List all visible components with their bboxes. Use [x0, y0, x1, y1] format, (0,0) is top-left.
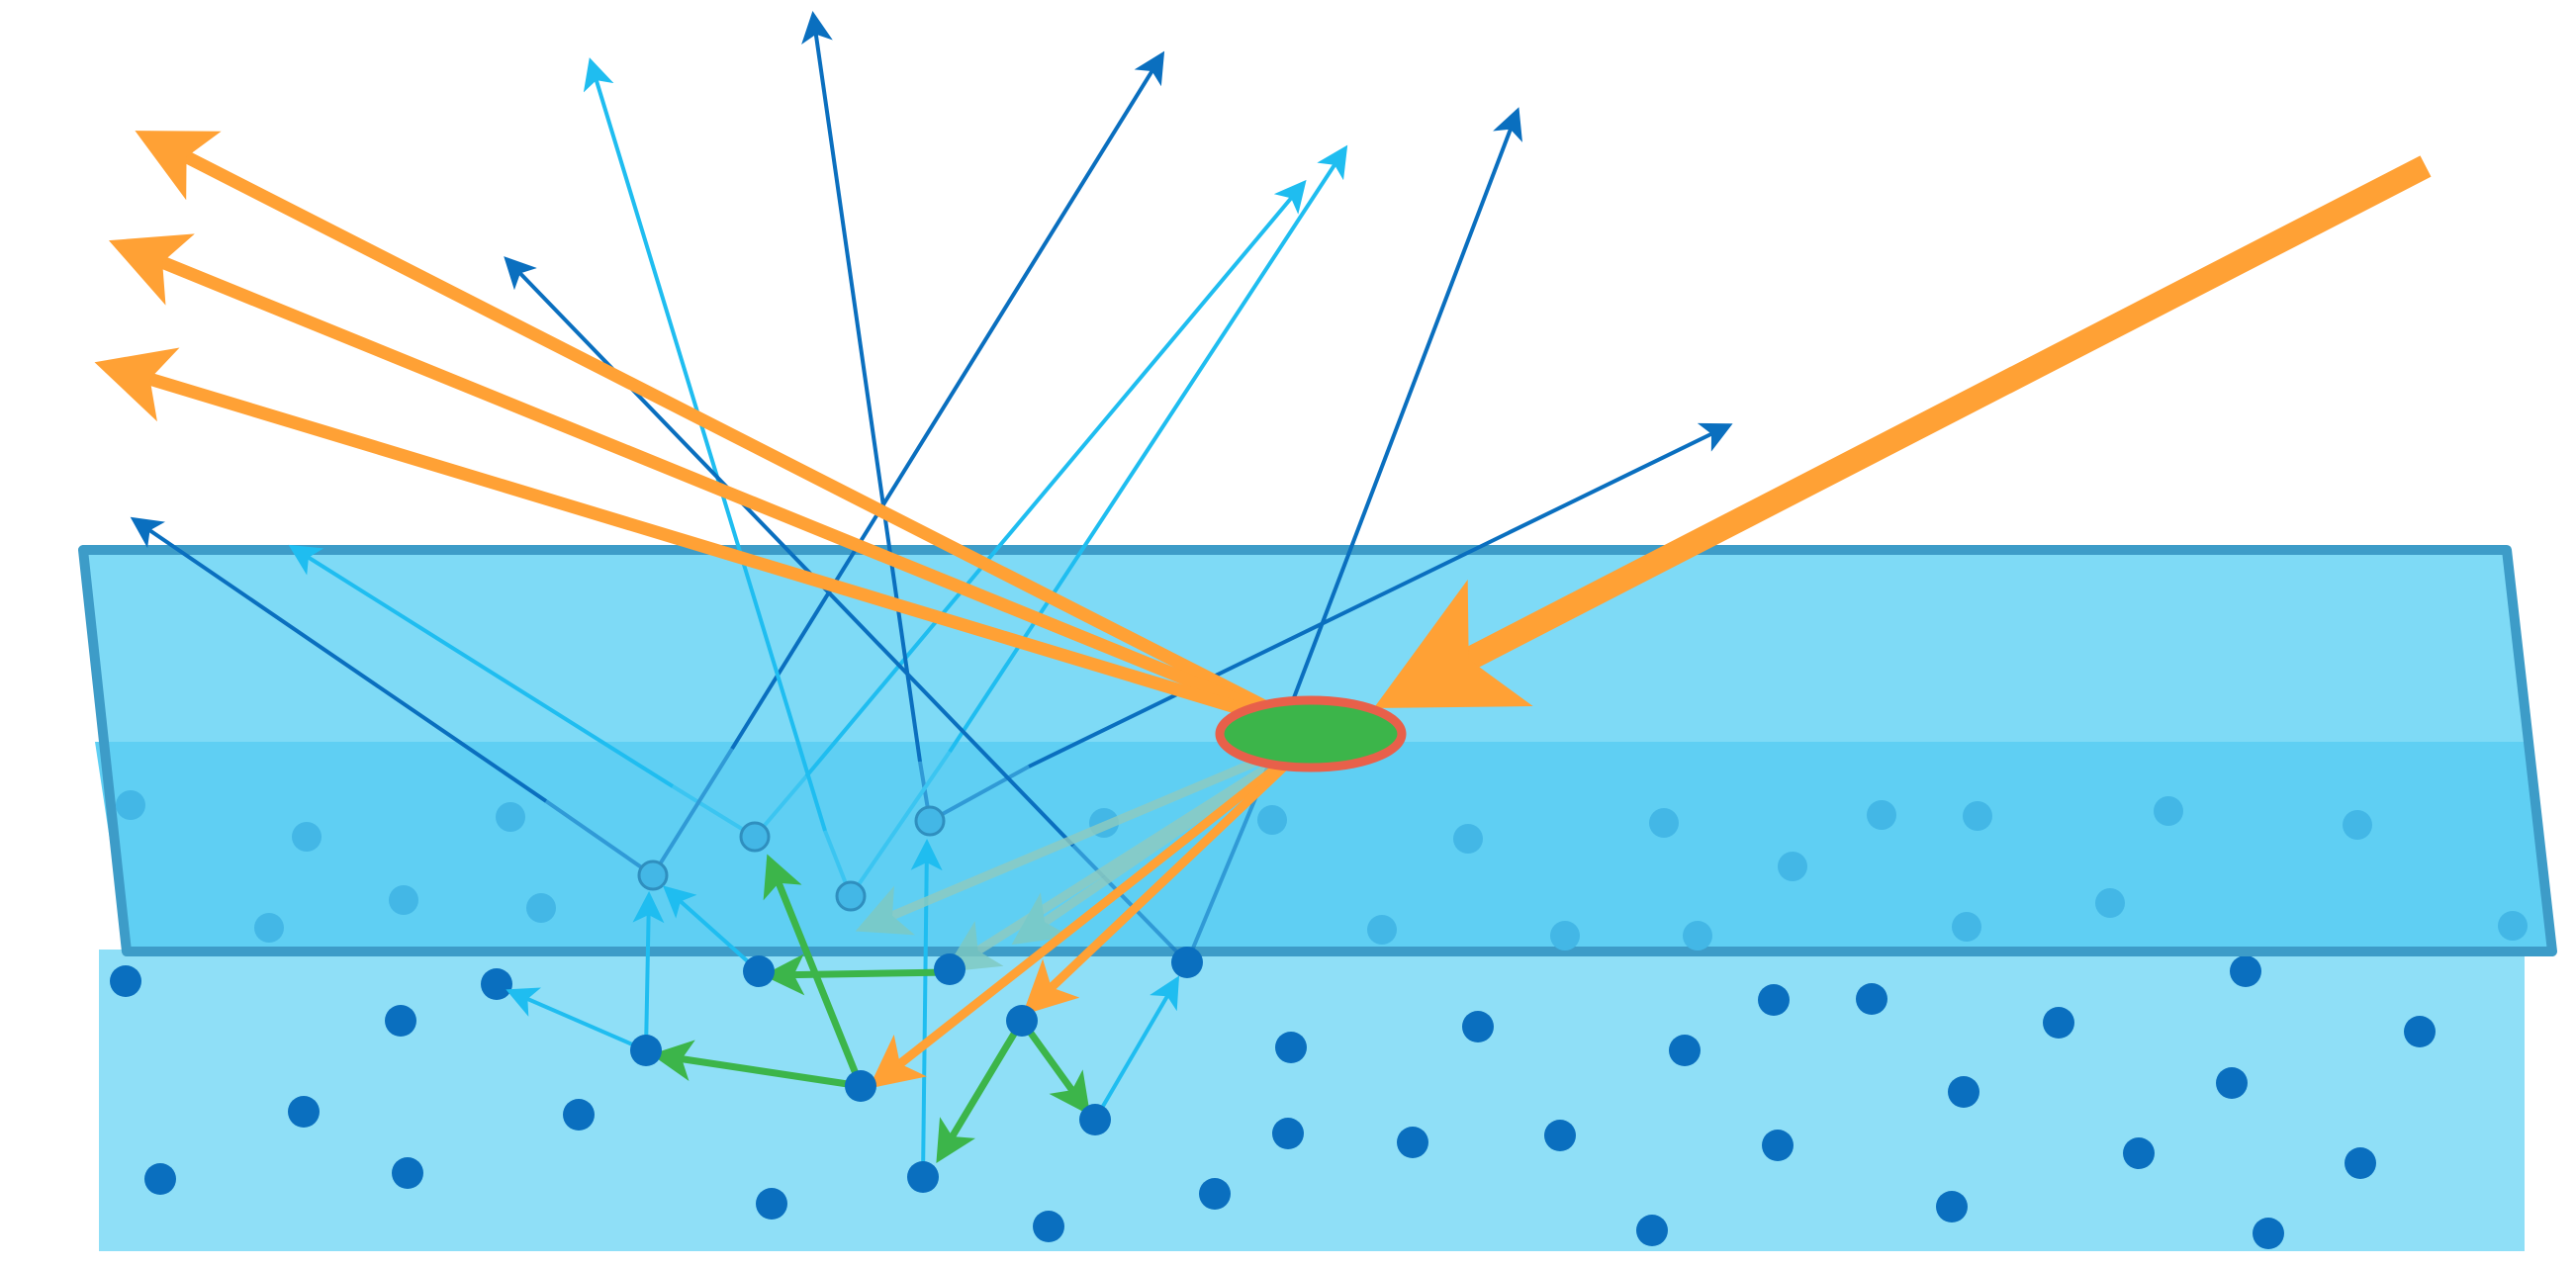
- reflected-rays: [94, 131, 1314, 737]
- escaping-rays: [130, 11, 1733, 848]
- incident-ray: [1373, 155, 2432, 708]
- illuminated-spot: [1215, 695, 1407, 772]
- thin-film-lower-zone: [95, 742, 2552, 951]
- subsurface-light-paths: [506, 839, 1180, 1178]
- rays-in-film: [544, 747, 1260, 964]
- film-particles: [116, 790, 2528, 951]
- substrate-particles: [110, 955, 2436, 1249]
- transmitted-rays-orange: [868, 733, 1320, 1089]
- deep-scatter-sites: [630, 947, 1203, 1193]
- scattered-paths: [651, 854, 1091, 1163]
- substrate: [99, 950, 2525, 1251]
